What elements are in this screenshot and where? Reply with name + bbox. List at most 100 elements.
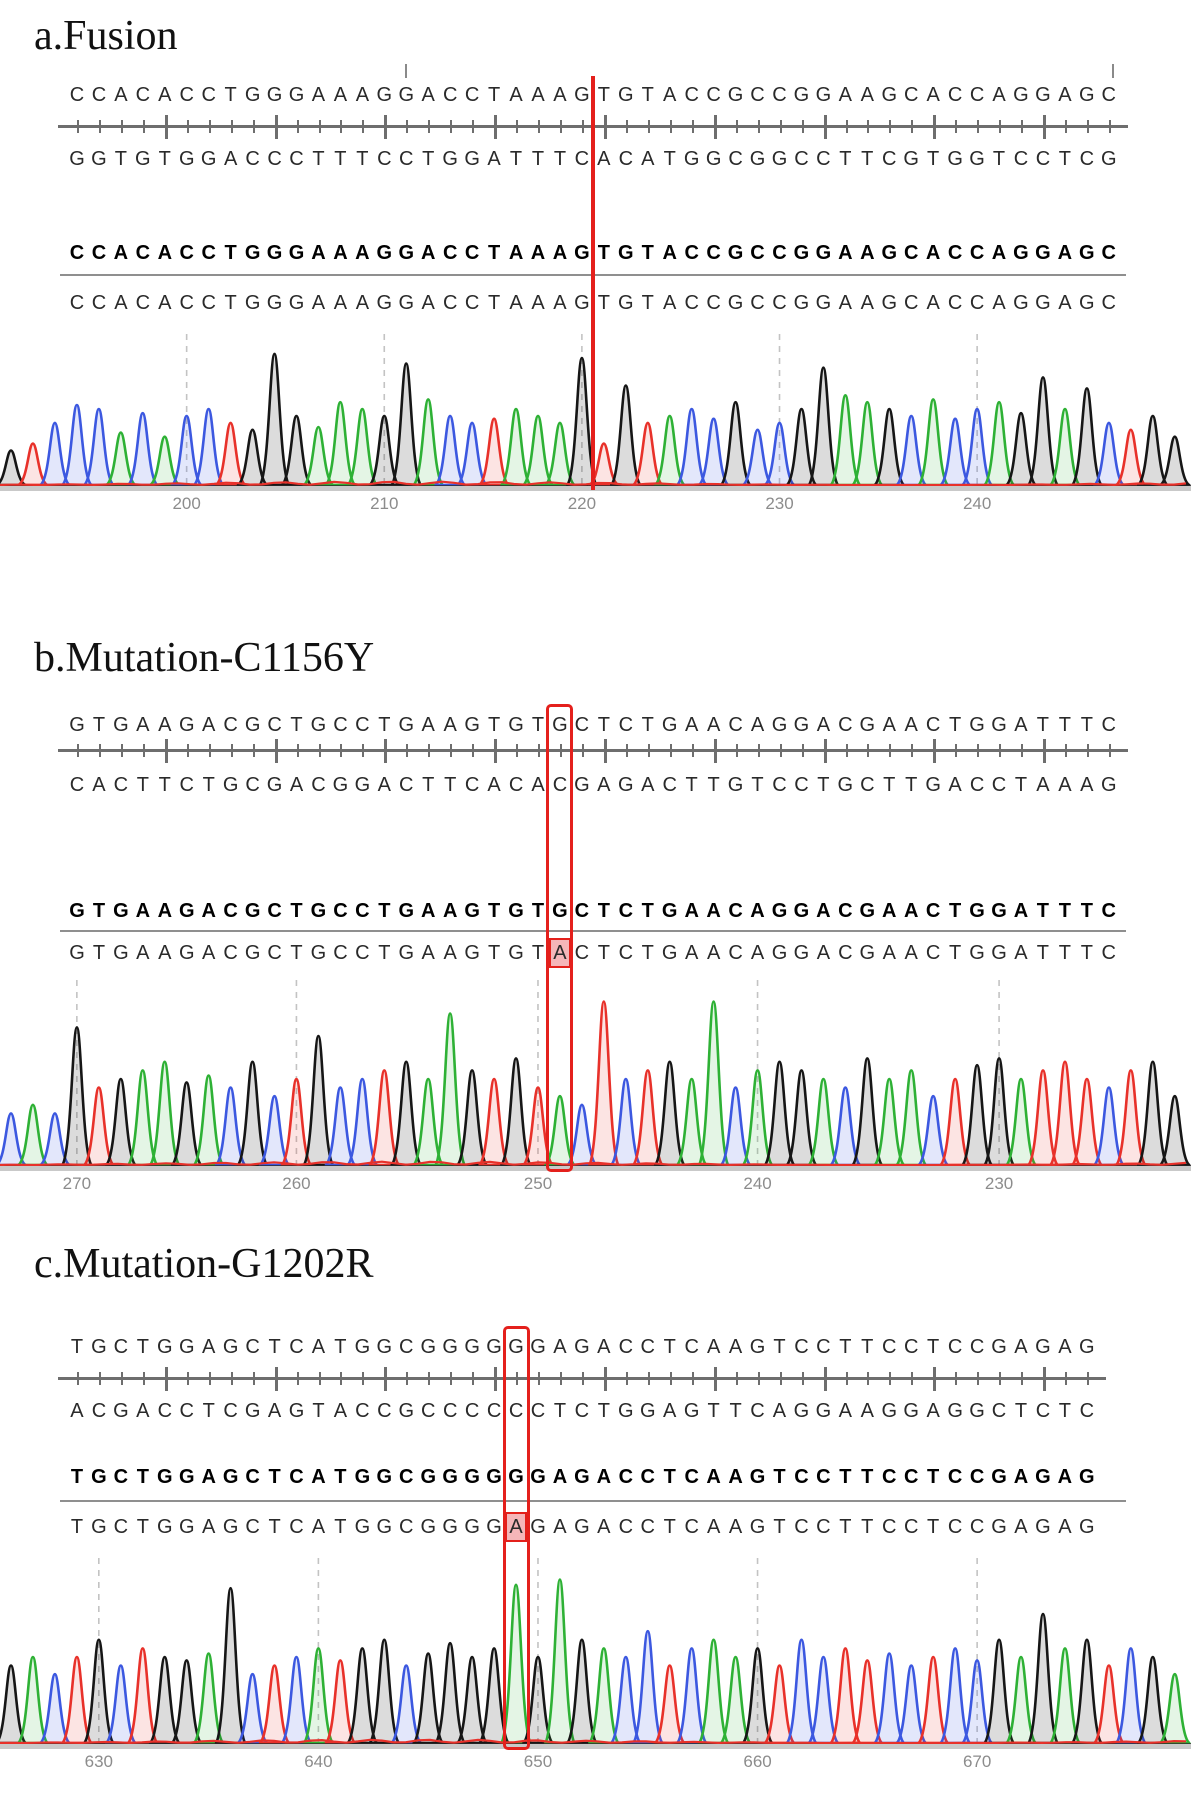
ruler-tick: [274, 739, 278, 763]
base-char: C: [135, 84, 151, 106]
base-char: C: [1101, 714, 1116, 736]
base-char: G: [618, 1400, 634, 1422]
ruler-tick: [1109, 120, 1111, 133]
base-char: A: [157, 242, 173, 264]
trace-peak-C: [390, 1664, 422, 1745]
base-char: C: [706, 84, 721, 106]
base-char: A: [926, 292, 940, 314]
base-char: C: [464, 292, 480, 314]
ruler-tick: [494, 739, 498, 763]
base-char: C: [618, 942, 634, 964]
trace-peak-A: [1005, 1077, 1037, 1167]
trace-peak-C: [1093, 1086, 1125, 1167]
base-char: C: [245, 1516, 260, 1538]
base-char: A: [662, 242, 677, 264]
base-char: T: [992, 148, 1006, 170]
base-char: T: [861, 148, 874, 170]
trace-peak-A: [719, 1655, 752, 1745]
base-char: G: [574, 1336, 590, 1358]
base-char: T: [839, 1336, 852, 1358]
ruler-tick: [757, 1372, 760, 1385]
ruler-tick: [318, 744, 321, 757]
base-char: G: [442, 1516, 458, 1538]
base-char: T: [685, 774, 698, 796]
ruler-tick: [1021, 120, 1024, 133]
ruler-tick: [120, 744, 123, 757]
trace-peak-G: [346, 1647, 379, 1745]
base-char: A: [157, 900, 173, 922]
base-char: A: [903, 900, 919, 922]
base-char: A: [114, 84, 128, 106]
base-char: G: [354, 1336, 371, 1358]
base-char: A: [816, 942, 831, 964]
base-char: A: [311, 1466, 326, 1488]
trace-peak-C: [895, 1664, 927, 1745]
base-char: A: [750, 714, 765, 736]
trace-peak-A: [434, 1012, 466, 1167]
base-char: T: [290, 714, 303, 736]
ruler-tick: [1087, 120, 1090, 133]
base-char: C: [640, 1516, 655, 1538]
base-char: C: [728, 714, 743, 736]
base-char: C: [1079, 1400, 1095, 1422]
ruler-tick: [713, 739, 717, 763]
trace-peak-G: [368, 1638, 401, 1745]
ruler-tick: [582, 744, 584, 757]
ruler-tick: [450, 120, 453, 133]
base-char: T: [597, 292, 610, 314]
base-char: G: [376, 1516, 393, 1538]
base-char: G: [771, 942, 788, 964]
ruler-tick: [977, 120, 980, 133]
trace-peak-C: [939, 417, 971, 487]
trace-peak-G: [0, 1664, 27, 1745]
base-char: T: [729, 1400, 742, 1422]
ruler-tick: [252, 120, 255, 133]
base-char: C: [838, 942, 853, 964]
base-char: A: [750, 900, 765, 922]
base-char: G: [881, 292, 898, 314]
ruler-tick: [735, 744, 738, 757]
base-char: A: [838, 1400, 852, 1422]
ruler-tick: [472, 744, 475, 757]
base-char: C: [947, 1466, 963, 1488]
trace-peak-T: [1115, 1069, 1147, 1167]
base-char: G: [486, 1466, 502, 1488]
base-char: T: [641, 900, 654, 922]
base-char: T: [509, 148, 523, 170]
base-char: A: [421, 292, 435, 314]
base-char: C: [618, 714, 634, 736]
ruler-tick: [779, 744, 782, 757]
base-char: T: [268, 1466, 281, 1488]
base-char: A: [728, 1336, 743, 1358]
axis-tick-label: 240: [962, 494, 992, 513]
trace-peak-C: [39, 1112, 71, 1167]
ruler-tick: [889, 120, 892, 133]
trace-peak-A: [302, 425, 335, 487]
base-char: C: [618, 900, 634, 922]
trace-peak-G: [214, 1586, 247, 1745]
base-char: A: [202, 714, 216, 736]
base-char: G: [244, 714, 261, 736]
ruler-tick: [801, 1372, 804, 1385]
base-char: A: [311, 242, 326, 264]
base-char: A: [838, 84, 852, 106]
base-char: C: [640, 1466, 655, 1488]
trace-peak-C: [280, 1655, 313, 1745]
trace-peak-G: [1159, 1094, 1191, 1167]
ruler-tick: [340, 120, 343, 133]
base-char: G: [859, 942, 876, 964]
ruler-tick: [560, 1372, 563, 1385]
trace-peak-G: [1137, 1060, 1169, 1167]
axis-tick-label: 640: [304, 1752, 333, 1771]
base-char: T: [948, 714, 962, 736]
trace-peak-A: [544, 1094, 576, 1167]
base-char: G: [508, 942, 524, 964]
axis-tick-label: 230: [984, 1174, 1014, 1193]
baseline-bar: [0, 1166, 1191, 1171]
trace-peak-A: [192, 1652, 225, 1745]
base-char: C: [399, 148, 414, 170]
ruler-tick: [538, 744, 541, 757]
trace-peak-G: [785, 1069, 818, 1167]
trace-peak-T: [280, 1077, 313, 1167]
trace-peak-G: [1071, 1638, 1103, 1745]
